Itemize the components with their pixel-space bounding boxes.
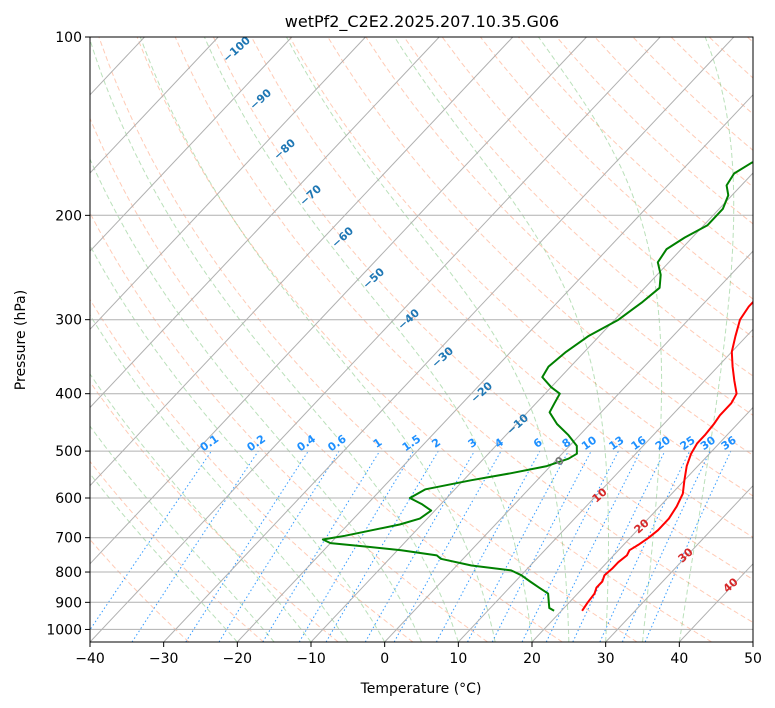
y-tick-label: 800: [55, 565, 82, 581]
isotherm: [531, 406, 753, 642]
dry-adiabat: [90, 117, 563, 642]
chart-title: wetPf2_C2E2.2025.207.10.35.G06: [285, 12, 559, 32]
dry-adiabat: [212, 37, 753, 581]
y-axis-label: Pressure (hPa): [13, 290, 29, 390]
moist-adiabat: [678, 37, 735, 642]
isotherm: [90, 37, 587, 565]
y-tick-label: 400: [55, 387, 82, 403]
isotherm: [90, 37, 440, 409]
x-tick-label: 20: [523, 651, 541, 667]
moist-adiabat: [538, 37, 663, 642]
x-tick-label: 0: [380, 651, 389, 667]
dry-adiabat: [403, 37, 753, 377]
x-tick-label: −30: [149, 651, 179, 667]
mixing-ratio-line: [393, 450, 502, 642]
moist-adiabat: [90, 38, 459, 642]
isotherm: [752, 641, 753, 642]
mixing-ratio-line: [435, 450, 541, 642]
mixing-ratio-line: [218, 450, 340, 642]
isotherm: [90, 37, 219, 174]
dry-adiabat: [90, 211, 488, 642]
x-tick-label: −40: [75, 651, 105, 667]
isotherms: [0, 37, 753, 642]
x-tick-label: −20: [223, 651, 253, 667]
plot-background: [90, 37, 753, 642]
x-tick-label: 10: [449, 651, 467, 667]
dewpoint-profile: [321, 161, 753, 612]
moist-adiabat: [139, 37, 496, 642]
moist-adiabat: [203, 37, 533, 642]
plot-area: 0.1 0.2 0.4 0.6 1 1.5 2 3 4 6 8 10 13 16 20 25 30 36−100−…: [0, 37, 753, 642]
plot-frame: [89, 36, 754, 643]
dry-adiabat: [98, 37, 638, 642]
isotherm: [457, 328, 753, 642]
mixing-ratio-line: [90, 450, 212, 631]
isotherm: [90, 37, 514, 487]
x-axis-ticks: −40 −30 −20 −10 0 10 20 30 40 50: [75, 642, 762, 667]
isotherm: [236, 94, 753, 642]
moist-adiabats: [90, 37, 735, 642]
isotherm: [605, 484, 753, 642]
dry-adiabat: [441, 37, 753, 338]
x-axis-label: Temperature (°C): [360, 681, 482, 697]
y-tick-label: 300: [55, 313, 82, 329]
isotherm: [0, 37, 71, 642]
isotherm: [163, 37, 735, 642]
moist-adiabat: [90, 472, 238, 642]
mixing-ratio-line: [185, 450, 309, 642]
isotherm: [90, 37, 293, 252]
y-tick-label: 200: [55, 208, 82, 224]
isobar-gridlines: [90, 37, 753, 630]
y-tick-label: 1000: [46, 622, 82, 638]
mixing-ratio-line: [467, 450, 569, 642]
moist-adiabat: [286, 37, 570, 642]
y-tick-label: 900: [55, 595, 82, 611]
moist-adiabat: [90, 314, 349, 642]
mixing-ratio-line: [262, 450, 381, 642]
dry-adiabat: [174, 37, 753, 624]
dry-adiabat: [136, 37, 712, 642]
dry-adiabat: [289, 37, 753, 497]
profile-series: [321, 161, 753, 612]
isotherm: [90, 37, 661, 642]
mixing-ratio-line: [521, 450, 619, 642]
dry-adiabats: [90, 37, 753, 642]
dry-adiabat: [327, 37, 753, 456]
isotherm: [90, 37, 366, 331]
x-tick-label: 50: [744, 651, 762, 667]
x-tick-label: 40: [670, 651, 688, 667]
dry-adiabat: [90, 460, 264, 642]
y-tick-label: 700: [55, 531, 82, 547]
temperature-profile: [581, 300, 753, 612]
y-tick-label: 600: [55, 491, 82, 507]
x-tick-label: −10: [296, 651, 326, 667]
dry-adiabat: [90, 538, 190, 642]
y-axis-ticks: 100 200 300 400 500 600 700 800 900 1000: [46, 30, 90, 638]
moist-adiabat: [394, 37, 609, 642]
mixing-ratio-line: [545, 450, 642, 642]
y-tick-label: 500: [55, 444, 82, 460]
isotherm: [310, 172, 753, 642]
x-tick-label: 30: [597, 651, 615, 667]
y-tick-label: 100: [55, 30, 82, 46]
moist-adiabat: [90, 244, 386, 642]
dry-adiabat: [251, 37, 753, 538]
isotherm: [384, 250, 753, 642]
